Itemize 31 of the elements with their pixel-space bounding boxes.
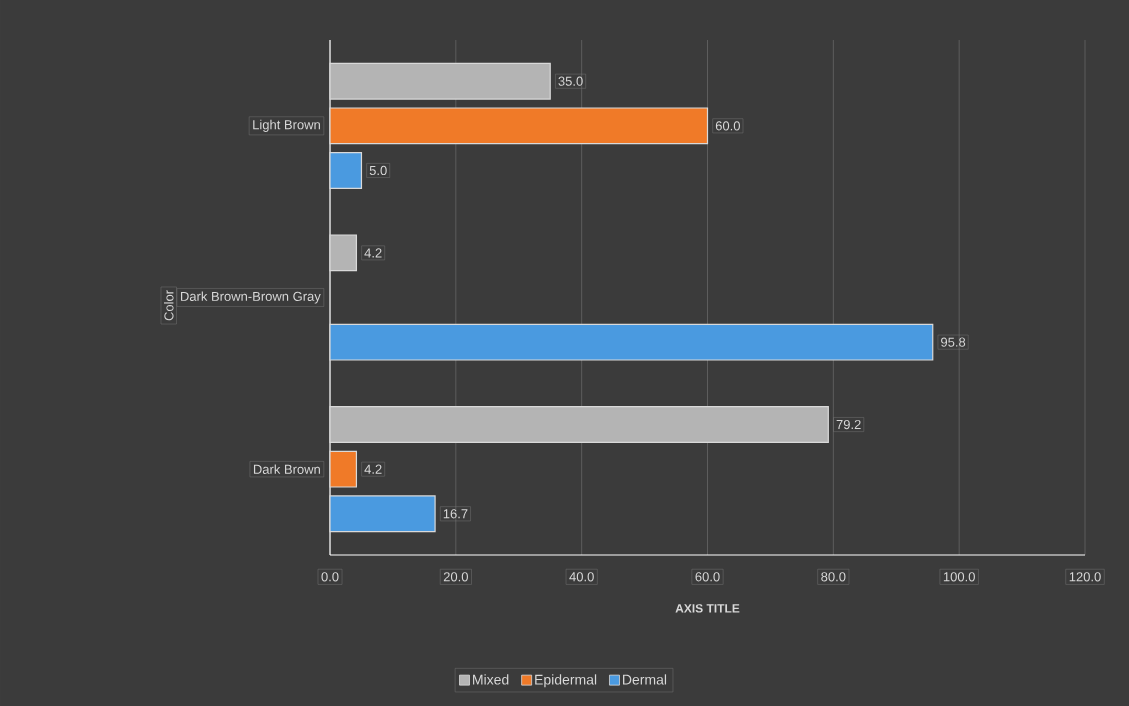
legend-label: Dermal (623, 674, 667, 685)
data-label: 60.0 (715, 121, 740, 131)
bar (329, 152, 363, 189)
data-label: 16.7 (443, 509, 468, 519)
data-label: 35.0 (558, 76, 583, 86)
y-tick-label: Dark Brown-Brown Gray (181, 291, 321, 304)
legend-label: Mixed (473, 674, 509, 685)
data-label: 5.0 (369, 165, 387, 176)
data-label: 4.2 (364, 248, 382, 258)
bar (329, 495, 436, 533)
bar (329, 450, 358, 488)
bar (329, 323, 934, 361)
y-tick-label: Light Brown (253, 119, 320, 132)
y-tick-label: Dark Brown (253, 464, 320, 474)
x-tick-label: 40.0 (569, 572, 594, 582)
bar (329, 406, 829, 443)
y-axis-title: Color (163, 290, 174, 321)
x-tick-label: 100.0 (943, 572, 975, 582)
x-tick-label: 80.0 (821, 572, 846, 582)
x-tick-label: 120.0 (1069, 572, 1101, 582)
x-tick-label: 0.0 (321, 572, 339, 582)
bar (329, 234, 358, 272)
data-label: 79.2 (836, 419, 861, 430)
x-tick-label: 20.0 (443, 572, 468, 582)
legend-label: Epidermal (535, 674, 597, 688)
data-label: 95.8 (941, 337, 966, 347)
bar (329, 62, 551, 100)
bar (329, 107, 709, 145)
data-label: 4.2 (364, 464, 382, 474)
x-axis-title: AXIS TITLE (675, 604, 740, 613)
x-tick-label: 60.0 (695, 572, 720, 582)
